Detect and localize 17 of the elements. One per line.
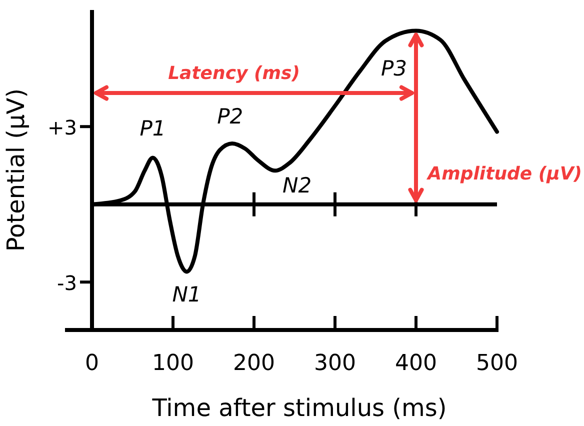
x-tick-label: 400	[395, 351, 437, 376]
annotation: Latency (ms)	[168, 63, 300, 84]
x-tick-label: 0	[85, 351, 99, 376]
y-axis-title: Potential (µV)	[2, 88, 30, 252]
annotation: Amplitude (µV)	[426, 163, 582, 184]
annotation: P1	[140, 116, 166, 141]
x-tick-label: 300	[314, 351, 356, 376]
annotation: N2	[282, 174, 312, 198]
annotation: P2	[217, 104, 244, 128]
y-tick-label: -3	[57, 271, 77, 296]
x-tick-label: 500	[476, 351, 518, 376]
x-tick-label: 100	[152, 351, 194, 376]
x-axis-title: Time after stimulus (ms)	[151, 394, 447, 422]
y-tick-label: +3	[48, 116, 77, 140]
x-tick-label: 200	[233, 351, 275, 376]
annotation: P3	[380, 56, 408, 81]
annotation: N1	[172, 282, 202, 307]
